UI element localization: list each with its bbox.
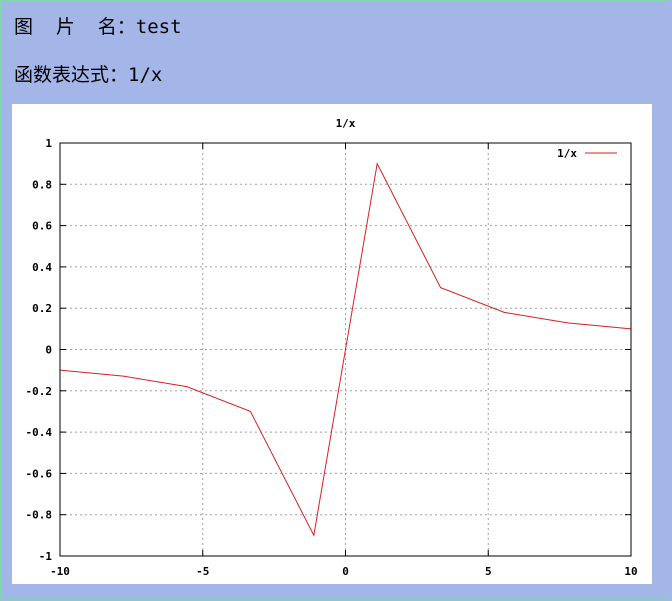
x-tick-label: 0 [342, 565, 349, 578]
image-name-value: test [135, 16, 182, 38]
axis-ticks: -10 -5 0 5 10 -1 -0.8 -0.6 -0.4 -0.2 0 0.2 0.4 0.6 0.8… [26, 137, 638, 578]
x-tick-label: -10 [50, 565, 70, 578]
series-line-1-x [59, 162, 632, 537]
legend-label: 1/x [557, 147, 577, 160]
function-expression-value: 1/x [128, 64, 163, 86]
y-tick-label: 0.4 [32, 261, 52, 274]
y-tick-label: -0.2 [26, 385, 53, 398]
grid-lines [60, 143, 631, 556]
x-tick-label: 10 [624, 565, 637, 578]
y-tick-label: 0.2 [32, 302, 52, 315]
y-tick-label: 0.8 [32, 178, 52, 191]
function-expression-label: 函数表达式： [14, 64, 129, 86]
x-tick-label: -5 [196, 565, 209, 578]
function-expression-line: 函数表达式：1/x [14, 60, 162, 87]
image-name-label: 图 片 名： [14, 16, 136, 38]
legend: 1/x [557, 147, 617, 160]
y-tick-label: 0 [45, 344, 52, 357]
series-layer [59, 162, 632, 537]
y-tick-label: -0.4 [26, 426, 53, 439]
line-chart: 1/x -10 -5 0 5 10 -1 -0.8 -0.6 -0.4 -0.2 0 0.2 0.4 0.… [26, 117, 638, 578]
chart-title: 1/x [336, 117, 356, 130]
y-tick-label: -0.6 [26, 467, 53, 480]
y-tick-label: -1 [39, 550, 53, 563]
plot-panel: 1/x -10 -5 0 5 10 -1 -0.8 -0.6 -0.4 -0.2 0 0.2 0.4 0.… [12, 104, 652, 584]
y-tick-label: 1 [45, 137, 52, 150]
y-tick-label: 0.6 [32, 220, 52, 233]
image-name-line: 图 片 名：test [14, 12, 182, 39]
y-tick-label: -0.8 [26, 509, 53, 522]
x-tick-label: 5 [485, 565, 492, 578]
